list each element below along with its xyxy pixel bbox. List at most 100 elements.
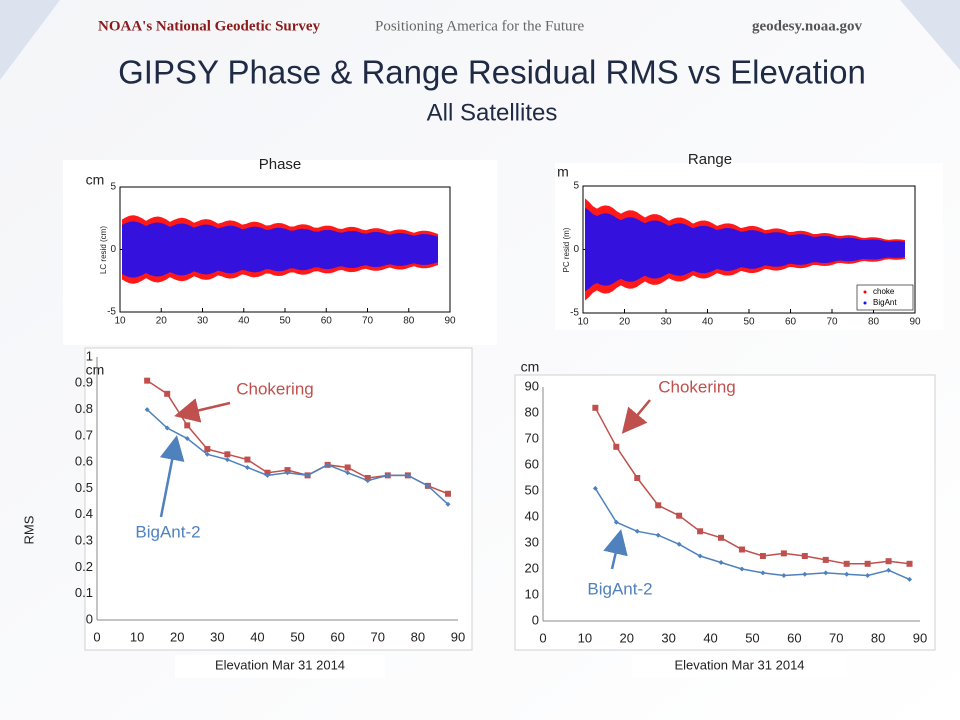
x-tick-label: 60 (330, 629, 344, 644)
series-line (594, 488, 910, 581)
x-axis-label: Elevation Mar 31 2014 (674, 657, 804, 672)
x-tick-label: 40 (702, 317, 714, 328)
point (285, 470, 291, 476)
x-tick-label: 80 (868, 317, 880, 328)
point (613, 443, 620, 450)
point (676, 541, 682, 547)
y-tick-label: 90 (525, 378, 539, 393)
annotation-arrow (174, 398, 231, 423)
point (184, 422, 191, 429)
y-tick-label: 0.4 (75, 506, 93, 521)
point (718, 534, 725, 541)
y-tick-label: -5 (107, 307, 116, 318)
x-tick-label: 50 (279, 316, 291, 327)
point (738, 546, 745, 553)
x-tick-label: 80 (403, 316, 415, 327)
x-tick-label: 90 (909, 317, 921, 328)
point (718, 560, 724, 565)
x-tick-label: 60 (321, 316, 333, 327)
point (164, 425, 170, 431)
point (444, 490, 451, 497)
point (676, 512, 683, 519)
legend-box (856, 284, 914, 311)
point (634, 475, 641, 481)
y-tick-label: 5 (573, 181, 579, 192)
plot-frame (582, 185, 916, 314)
point (739, 566, 745, 572)
x-tick-label: 70 (362, 316, 374, 327)
x-tick-label: 30 (661, 630, 675, 645)
legend-label: BigAnt (873, 298, 897, 307)
x-tick-label: 90 (913, 630, 927, 645)
slide-title: GIPSY Phase & Range Residual RMS vs Elev… (118, 54, 866, 91)
point (385, 472, 391, 478)
y-tick-label: 0 (110, 244, 116, 255)
y-tick-label: 30 (525, 534, 539, 549)
point (305, 472, 311, 478)
point (344, 464, 351, 471)
y-tick-label: -5 (570, 308, 579, 319)
unit-label: m (557, 164, 569, 180)
x-tick-label: 30 (660, 317, 672, 328)
point (365, 478, 371, 484)
x-tick-label: 70 (371, 629, 385, 644)
x-tick-label: 90 (444, 316, 456, 327)
annotation: BigAnt-2 (135, 522, 200, 541)
y-tick-label: 40 (525, 508, 539, 523)
point (885, 558, 892, 565)
unit-label: cm (521, 359, 540, 375)
x-tick-label: 40 (238, 316, 250, 327)
point (613, 519, 619, 525)
point (264, 472, 270, 478)
plot-frame (119, 186, 451, 313)
x-tick-label: 20 (170, 629, 184, 644)
point (865, 573, 871, 578)
point (204, 446, 211, 453)
point (244, 464, 250, 470)
x-tick-label: 10 (578, 630, 592, 645)
decor (0, 0, 60, 80)
point (844, 571, 850, 577)
annotation: Chokering (658, 377, 736, 396)
series-line (146, 409, 449, 505)
x-tick-label: 70 (829, 630, 843, 645)
y-tick-label: 0.7 (75, 427, 93, 442)
point (224, 451, 231, 458)
point (759, 553, 766, 559)
chart-title: Range (688, 151, 732, 168)
point (144, 377, 151, 384)
y-tick-label: 0.5 (75, 480, 93, 495)
x-tick-label: 70 (826, 317, 838, 328)
x-tick-label: 90 (451, 629, 465, 644)
y-tick-label: 0.9 (75, 375, 93, 390)
x-tick-label: 10 (114, 316, 126, 327)
point (906, 560, 913, 567)
annotation-arrow (159, 435, 185, 518)
annotation: Chokering (236, 379, 314, 398)
point (801, 553, 808, 559)
chart-panel (514, 374, 936, 651)
x-tick-label: 60 (787, 630, 801, 645)
point (224, 457, 230, 463)
x-tick-label: 20 (619, 317, 631, 328)
chart-panel (84, 347, 473, 651)
x-tick-label: 50 (743, 317, 755, 328)
residual-cloud (122, 221, 438, 278)
y-axis-label: RMS (21, 515, 36, 544)
point (264, 469, 271, 476)
point (802, 571, 808, 577)
header-site: geodesy.noaa.gov (752, 18, 863, 34)
slide-subtitle: All Satellites (427, 99, 558, 126)
annotation-arrow (621, 399, 651, 434)
y-tick-label: 0.8 (75, 401, 93, 416)
chart-title: Phase (259, 156, 302, 173)
point (843, 560, 850, 567)
legend-marker (863, 290, 867, 294)
y-tick-label: 60 (525, 456, 539, 471)
y-tick-label: 10 (525, 586, 539, 601)
y-tick-label: 70 (525, 430, 539, 445)
point (592, 485, 598, 491)
x-tick-label: 60 (785, 317, 797, 328)
x-tick-label: 80 (411, 629, 425, 644)
